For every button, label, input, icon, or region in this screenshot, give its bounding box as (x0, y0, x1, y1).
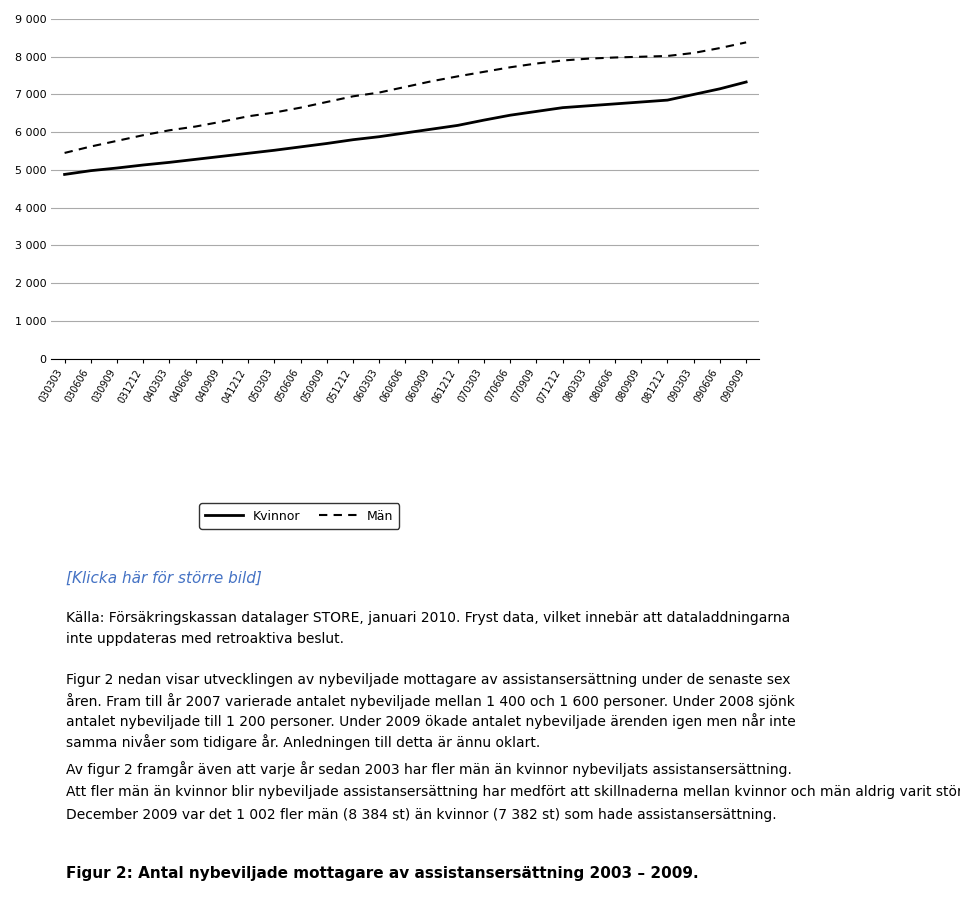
Män (59, 147, 70, 158)
Kvinnor (399, 127, 411, 138)
Text: Källa: Försäkringskassan datalager STORE, januari 2010. Fryst data, vilket inneb: Källa: Försäkringskassan datalager STORE… (65, 611, 790, 625)
Män (295, 102, 306, 113)
Män (610, 52, 621, 63)
Män (321, 96, 332, 107)
Män (478, 66, 490, 77)
Text: [Klicka här för större bild]: [Klicka här för större bild] (65, 571, 261, 586)
Text: Att fler män än kvinnor blir nybeviljade assistansersättning har medfört att ski: Att fler män än kvinnor blir nybeviljade… (65, 784, 960, 799)
Kvinnor (557, 102, 568, 113)
Kvinnor (348, 135, 359, 145)
Text: December 2009 var det 1 002 fler män (8 384 st) än kvinnor (7 382 st) som hade a: December 2009 var det 1 002 fler män (8 … (65, 808, 777, 823)
Kvinnor (426, 124, 438, 135)
Kvinnor (269, 145, 280, 156)
Män (348, 91, 359, 102)
Text: Av figur 2 framgår även att varje år sedan 2003 har fler män än kvinnor nybevilj: Av figur 2 framgår även att varje år sed… (65, 760, 791, 777)
Män (426, 76, 438, 87)
Män (242, 111, 253, 122)
Kvinnor (190, 154, 202, 165)
Line: Män: Män (64, 42, 746, 153)
Text: samma nivåer som tidigare år. Anledningen till detta är ännu oklart.: samma nivåer som tidigare år. Anledninge… (65, 734, 540, 749)
Kvinnor (478, 114, 490, 125)
Text: Figur 2: Antal nybeviljade mottagare av assistansersättning 2003 – 2009.: Figur 2: Antal nybeviljade mottagare av … (65, 866, 698, 881)
Män (85, 141, 97, 152)
Kvinnor (111, 163, 123, 174)
Kvinnor (452, 120, 464, 131)
Kvinnor (583, 101, 594, 112)
Män (452, 70, 464, 81)
Män (557, 55, 568, 66)
Män (269, 107, 280, 118)
Män (399, 81, 411, 92)
Kvinnor (531, 106, 542, 117)
Kvinnor (636, 96, 647, 107)
Män (373, 87, 385, 98)
Män (216, 116, 228, 127)
Kvinnor (85, 166, 97, 177)
Män (688, 48, 700, 59)
Män (531, 58, 542, 69)
Legend: Kvinnor, Män: Kvinnor, Män (199, 503, 399, 529)
Kvinnor (688, 89, 700, 100)
Män (190, 121, 202, 132)
Line: Kvinnor: Kvinnor (64, 82, 746, 175)
Kvinnor (661, 94, 673, 105)
Kvinnor (714, 83, 726, 94)
Kvinnor (295, 142, 306, 153)
Kvinnor (373, 131, 385, 142)
Text: åren. Fram till år 2007 varierade antalet nybeviljade mellan 1 400 och 1 600 per: åren. Fram till år 2007 varierade antale… (65, 693, 795, 709)
Kvinnor (137, 159, 149, 170)
Text: antalet nybeviljade till 1 200 personer. Under 2009 ökade antalet nybeviljade är: antalet nybeviljade till 1 200 personer.… (65, 714, 796, 729)
Kvinnor (242, 148, 253, 159)
Kvinnor (321, 138, 332, 149)
Kvinnor (740, 77, 752, 88)
Män (714, 43, 726, 54)
Män (636, 51, 647, 62)
Kvinnor (610, 99, 621, 110)
Kvinnor (59, 169, 70, 180)
Kvinnor (504, 110, 516, 121)
Män (661, 50, 673, 61)
Män (137, 130, 149, 141)
Män (164, 124, 176, 135)
Kvinnor (164, 156, 176, 167)
Text: inte uppdateras med retroaktiva beslut.: inte uppdateras med retroaktiva beslut. (65, 631, 344, 646)
Män (504, 62, 516, 73)
Män (583, 53, 594, 64)
Män (111, 135, 123, 146)
Text: Figur 2 nedan visar utvecklingen av nybeviljade mottagare av assistansersättning: Figur 2 nedan visar utvecklingen av nybe… (65, 673, 790, 686)
Kvinnor (216, 151, 228, 162)
Män (740, 37, 752, 48)
